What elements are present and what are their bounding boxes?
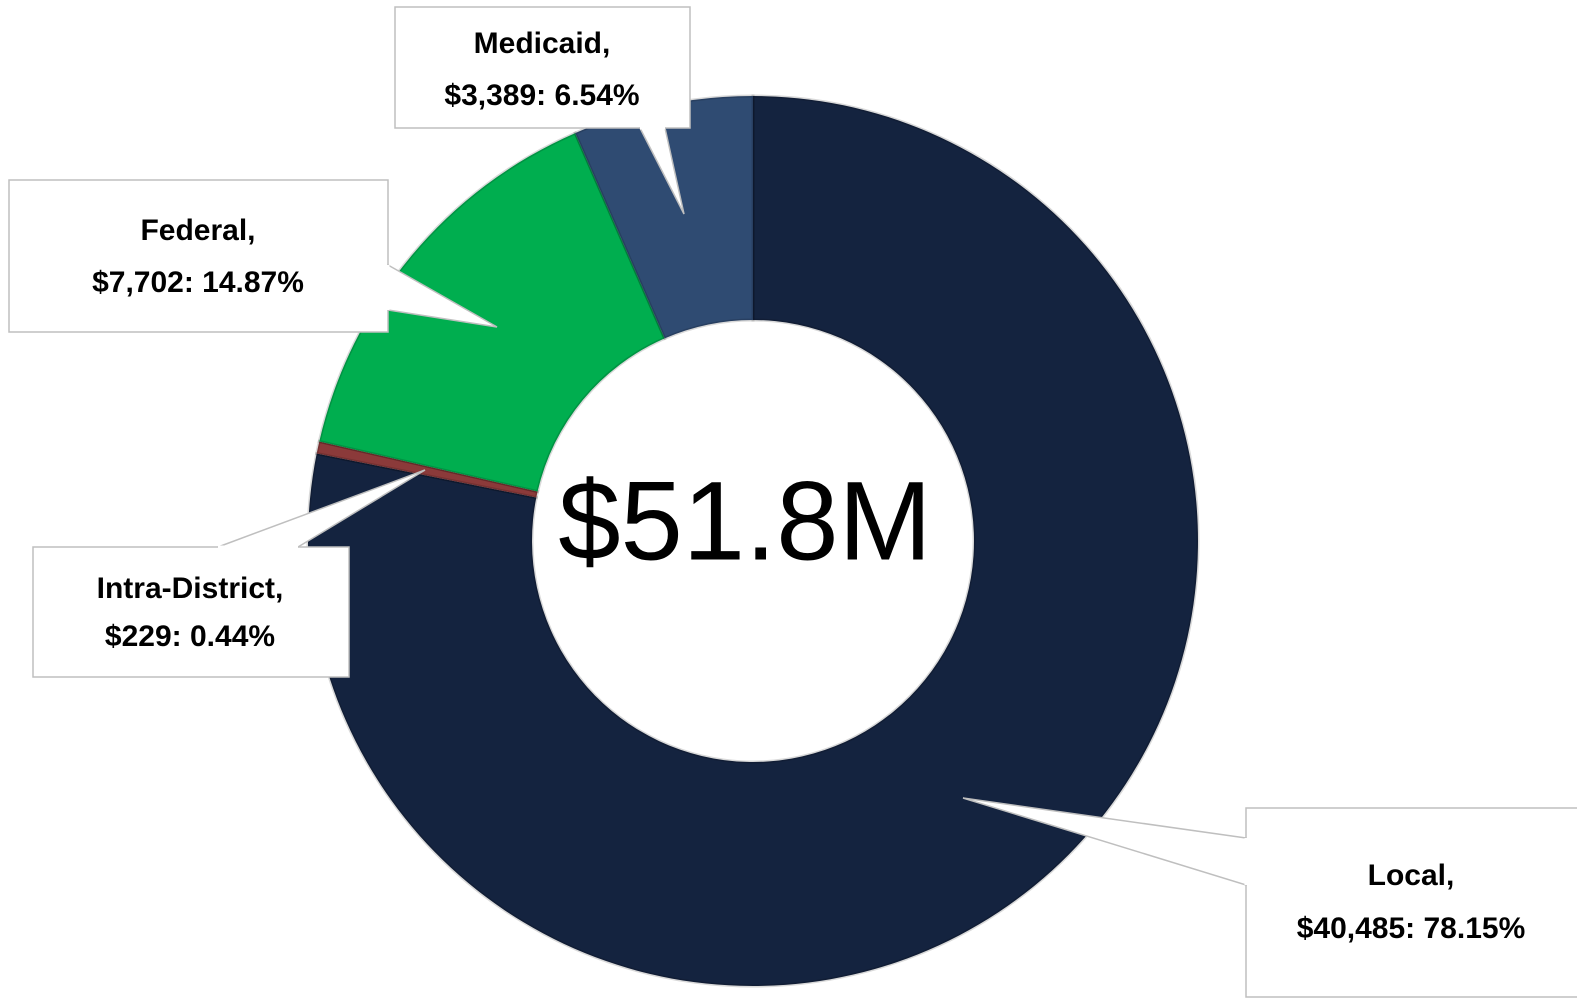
data-label: $40,485: 78.15% xyxy=(1297,912,1526,945)
callout: Medicaid, $3,389: 6.54% xyxy=(394,6,691,215)
data-label: $3,389: 6.54% xyxy=(444,79,639,112)
callout-box xyxy=(394,6,691,129)
slice xyxy=(306,94,1200,988)
donut xyxy=(306,94,1200,988)
callout: Federal, $7,702: 14.87% xyxy=(8,179,498,333)
callout: Intra-District, $229: 0.44% xyxy=(32,469,426,678)
callout-box xyxy=(1245,807,1577,998)
category-label: Medicaid, xyxy=(474,27,611,60)
callout-box xyxy=(32,546,350,678)
center-label: $51.8M xyxy=(558,459,932,584)
data-label: $7,702: 14.87% xyxy=(92,266,304,299)
category-label: Federal, xyxy=(140,214,255,247)
data-label: $229: 0.44% xyxy=(105,620,275,653)
category-label: Local, xyxy=(1368,859,1455,892)
callouts: Local, $40,485: 78.15% Intra-District, $229… xyxy=(8,6,1577,998)
slice xyxy=(314,439,540,500)
callout: Local, $40,485: 78.15% xyxy=(962,797,1577,998)
callout-box xyxy=(8,179,389,333)
category-label: Intra-District, xyxy=(97,572,284,605)
